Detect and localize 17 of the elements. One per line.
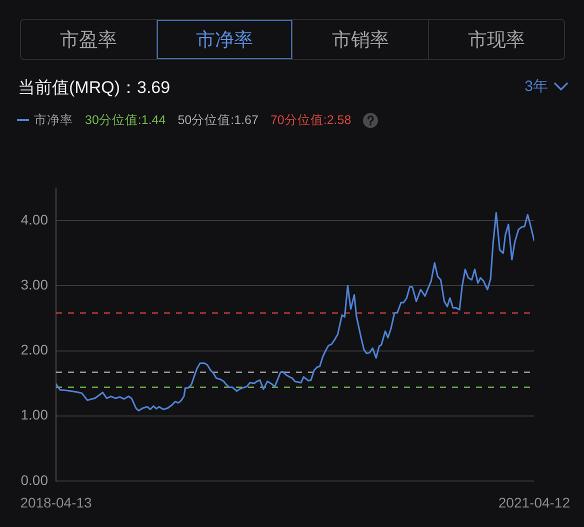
text: 市盈率: [59, 28, 118, 52]
y-tick-label: 0.00: [20, 472, 48, 488]
x-tick-label: 2018-04-13: [20, 494, 92, 510]
ref-line-label: 30分位值:1.44: [85, 112, 166, 128]
ref-line-label: 50分位值:1.67: [178, 112, 258, 128]
chart-title: 当前值(MRQ)：3.69: [18, 78, 170, 97]
text: 市销率: [292, 20, 428, 59]
legend-label: 市净率: [34, 112, 73, 128]
text: 市现率: [428, 20, 564, 59]
y-tick-label: 2.00: [20, 342, 48, 358]
y-tick-label: 1.00: [20, 406, 48, 423]
text: 3年: [524, 77, 548, 96]
x-tick-label: 2021-04-12: [498, 494, 570, 510]
ref-line-label: 70分位值:2.58: [270, 112, 352, 128]
y-tick-label: 4.00: [20, 211, 48, 228]
text: 市净率: [156, 20, 292, 59]
y-tick-label: 3.00: [20, 276, 48, 293]
